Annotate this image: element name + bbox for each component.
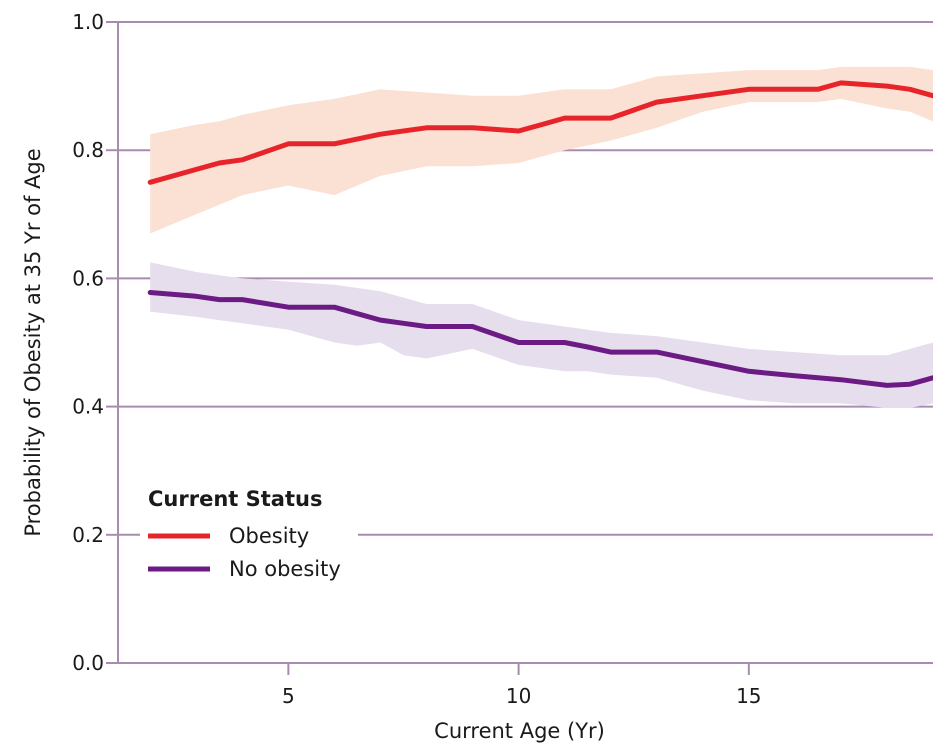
series-line-no-obesity <box>147 290 933 388</box>
axes <box>117 22 933 664</box>
series-lines <box>147 80 933 388</box>
x-tick-label-2: 15 <box>736 684 761 708</box>
confidence-band-no-obesity <box>150 262 933 408</box>
y-tick-label-1: 0.2 <box>72 523 104 547</box>
tick-labels: 0.0 0.2 0.4 0.6 0.8 1.0 5 10 15 <box>72 10 761 708</box>
y-tick-label-2: 0.4 <box>72 395 104 419</box>
x-axis-title: Current Age (Yr) <box>434 719 605 743</box>
y-tick-label-0: 0.0 <box>72 651 104 675</box>
y-tick-label-5: 1.0 <box>72 10 104 34</box>
y-tick-label-4: 0.8 <box>72 138 104 162</box>
x-tick-label-0: 5 <box>282 684 295 708</box>
y-axis-title: Probability of Obesity at 35 Yr of Age <box>21 148 45 536</box>
x-tick-label-1: 10 <box>506 684 531 708</box>
confidence-bands <box>150 66 933 408</box>
confidence-band-obesity <box>150 66 933 234</box>
series-line-obesity <box>147 80 933 185</box>
y-tick-label-3: 0.6 <box>72 266 104 290</box>
legend-label-no-obesity: No obesity <box>229 557 341 581</box>
legend-label-obesity: Obesity <box>229 524 309 548</box>
legend: Current Status Obesity No obesity <box>140 482 358 590</box>
legend-title: Current Status <box>148 487 322 511</box>
